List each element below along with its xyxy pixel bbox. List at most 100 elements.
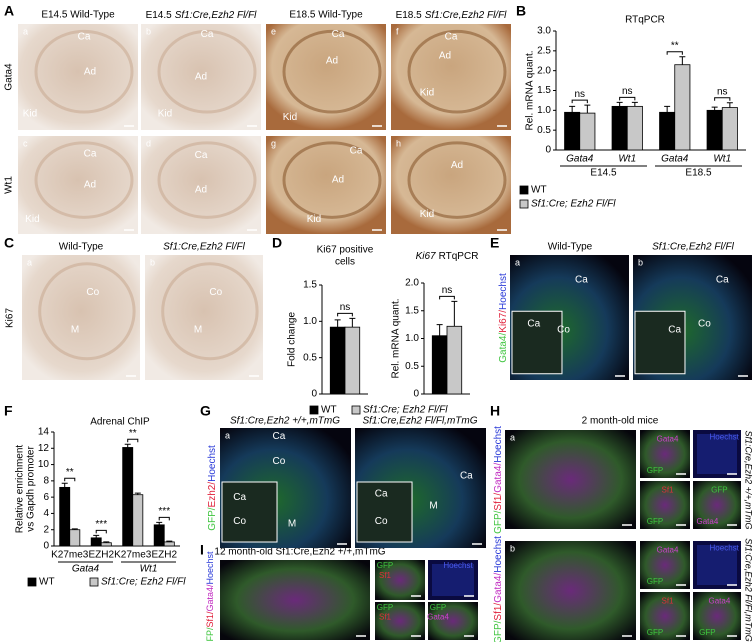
tissue-label: Ca (445, 31, 458, 42)
tissue-label: Ca (84, 148, 97, 159)
tile-letter: a (515, 257, 520, 267)
genotype-label: Sf1:Cre,Ezh2 +/+,mTmG (744, 430, 754, 529)
chart-title: RTqPCR (625, 15, 665, 26)
tissue-label: Ca (716, 275, 729, 286)
legend-swatch (309, 405, 319, 415)
y-tick-label: 10 (38, 459, 50, 470)
significance-label: *** (158, 506, 170, 517)
header-part: E18.5 (396, 10, 423, 21)
inset (356, 481, 413, 543)
inset (221, 481, 278, 543)
stain-part: Sf1/ (493, 493, 504, 511)
stain-part: GFP/ (207, 507, 218, 531)
stain-label: Gata4/Ki67/Hoechst (498, 273, 509, 363)
error-bar (664, 105, 671, 113)
panel-letter: G (200, 403, 211, 419)
panel-letter: C (4, 235, 14, 251)
bar (721, 107, 738, 151)
stain-label: GFP/Ezh2/Hoechst (207, 445, 218, 531)
micrograph (505, 541, 636, 640)
bar (59, 486, 71, 547)
significance-label: ** (671, 40, 679, 51)
bar (329, 326, 346, 395)
chart-title: Ki67 positive (317, 245, 374, 256)
y-tick-label: 14 (38, 427, 50, 438)
tissue-label: Co (375, 516, 388, 527)
tissue-label: Gata4 (657, 435, 679, 444)
y-axis-label: Relative enrichment (15, 445, 26, 534)
inset (511, 310, 563, 375)
tissue-label: Kid (283, 112, 297, 123)
error-bar (61, 482, 68, 488)
y-axis-label: vs Gapdh promoter (26, 446, 37, 532)
chart-title: cells (335, 257, 355, 268)
y-axis-label: Rel. mRNA quant. (391, 298, 402, 378)
micrograph (693, 592, 741, 640)
significance-bracket (714, 97, 731, 101)
tissue-label: M (288, 519, 296, 530)
tissue-label: Ca (78, 31, 91, 42)
y-tick-label: 1.0 (303, 316, 317, 327)
y-tick-label: 2.0 (537, 65, 551, 76)
legend-swatch (27, 577, 37, 587)
tissue-label: Ad (439, 50, 451, 61)
stain-part: Gata4/ (493, 463, 504, 493)
micrograph (693, 481, 741, 529)
stain-part: Hoechst (493, 536, 504, 573)
bar (431, 335, 448, 395)
error-bar (436, 324, 443, 336)
significance-label: ns (340, 302, 351, 313)
bar (344, 326, 361, 395)
bar (674, 64, 691, 151)
header-part: Sf1:Cre,Ezh2 Fl/Fl (425, 10, 507, 21)
bar (626, 105, 643, 151)
error-bar (616, 101, 623, 107)
legend-label: Sf1:Cre; Ezh2 Fl/Fl (531, 199, 616, 210)
panel-title: 12 month-old Sf1:Cre,Ezh2 +/+,mTmG (214, 547, 385, 558)
micrograph (375, 560, 425, 600)
tissue-label: Ad (451, 160, 463, 171)
tissue-label: Sf1 (661, 597, 674, 606)
tissue-label: Co (209, 287, 222, 298)
significance-label: ns (717, 86, 728, 97)
tissue-label: Ad (195, 185, 207, 196)
error-bar (71, 528, 78, 530)
header-part: E14.5 (146, 10, 173, 21)
stain-part: GFP/ (493, 510, 504, 534)
panel-letter: H (490, 403, 500, 419)
tile-letter: h (396, 138, 401, 148)
micrograph (375, 602, 425, 640)
panel-letter: I (200, 542, 204, 558)
tissue-label: Co (557, 325, 570, 336)
y-tick-label: 0.5 (405, 361, 419, 372)
tissue-label: Sf1 (661, 486, 674, 495)
tissue-label: Co (233, 516, 246, 527)
y-axis-label: Fold change (287, 312, 298, 367)
significance-label: ** (66, 467, 74, 478)
bar (611, 105, 628, 151)
stain-part: GFP/ (205, 627, 215, 642)
tissue (157, 29, 257, 114)
stain-part: Hoechst (493, 426, 504, 463)
tissue-label: Gata4 (709, 597, 731, 606)
chart-title: Adrenal ChIP (90, 417, 150, 428)
y-tick-label: 1.5 (537, 85, 551, 96)
column-header: Sf1:Cre,Ezh2 Fl/Fl (652, 242, 734, 253)
significance-label: ns (442, 285, 453, 296)
y-tick-label: 12 (38, 443, 50, 454)
significance-label: ns (574, 89, 585, 100)
bar (579, 112, 596, 151)
panel-letter: A (4, 3, 14, 19)
y-tick-label: 0 (43, 541, 49, 552)
error-bar (166, 540, 173, 542)
tissue-label: Ca (375, 489, 388, 500)
tissue-label: Ca (460, 471, 473, 482)
legend-label: WT (39, 577, 55, 588)
tissue-label: GFP (377, 561, 393, 570)
tissue-label: GFP (647, 466, 663, 475)
legend-label: Sf1:Cre; Ezh2 Fl/Fl (101, 577, 186, 588)
tissue-label: Co (273, 456, 286, 467)
y-tick-label: 2 (43, 524, 49, 535)
column-header: Wild-Type (59, 242, 104, 253)
bar (132, 494, 144, 547)
